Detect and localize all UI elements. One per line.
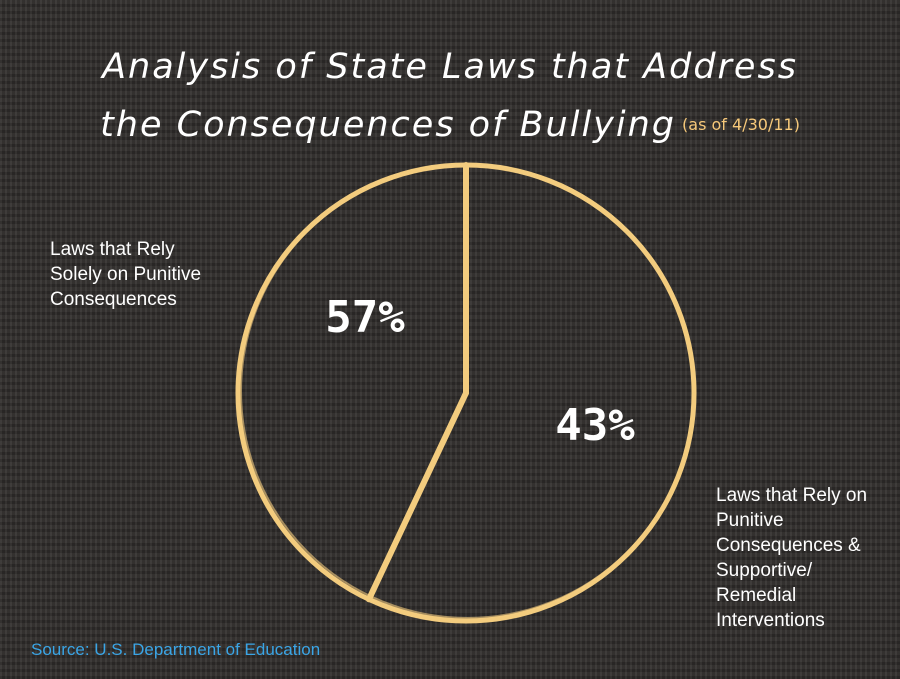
slice-label-punitive-and-supportive: Laws that Rely on Punitive Consequences … — [716, 485, 868, 631]
title-line-2: the Consequences of Bullying (as of 4/30/… — [0, 96, 900, 154]
source-note: Source: U.S. Department of Education — [31, 640, 321, 659]
slice-label-punitive-only: Laws that Rely Solely on Punitive Conseq… — [50, 239, 202, 310]
slice-value-label-1: 57% — [325, 292, 405, 343]
slice-value-label-2: 43% — [555, 400, 635, 451]
slice-boundary-2 — [365, 390, 469, 603]
date-note: (as of 4/30/11) — [682, 115, 800, 134]
title-line-2-text: the Consequences of Bullying — [100, 105, 677, 145]
chart-title: Analysis of State Laws that Address the … — [0, 38, 900, 154]
title-line-1: Analysis of State Laws that Address — [102, 47, 798, 87]
pie-group: 57% 43% — [235, 162, 697, 624]
